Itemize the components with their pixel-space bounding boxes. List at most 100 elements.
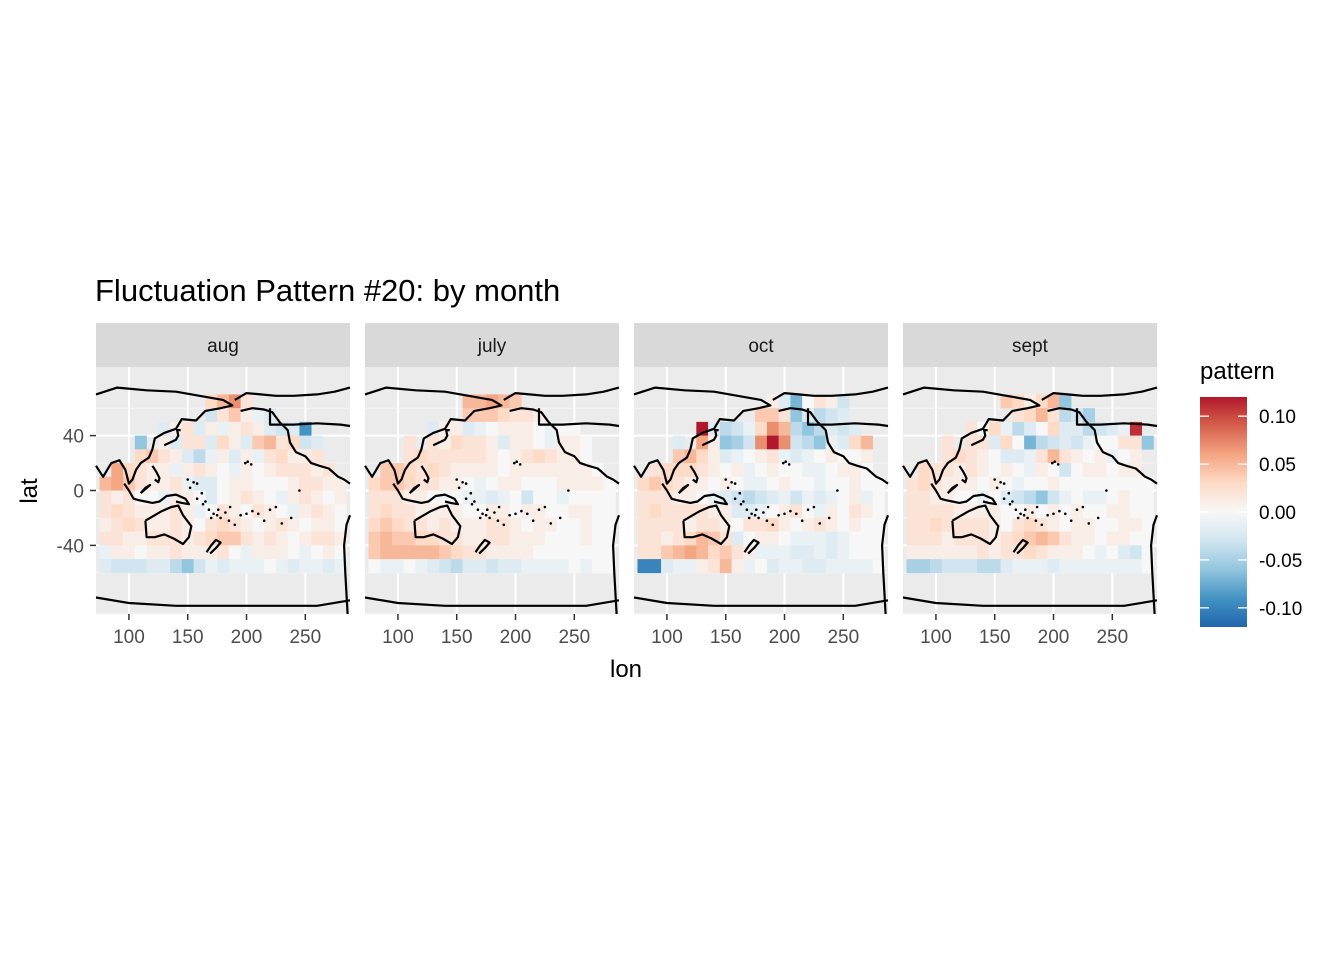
heatmap-cell bbox=[368, 545, 381, 560]
heatmap-cell bbox=[731, 517, 744, 532]
heatmap-cell bbox=[672, 435, 685, 450]
heatmap-cell bbox=[427, 545, 440, 560]
heatmap-cell bbox=[568, 531, 581, 546]
heatmap-cell bbox=[731, 490, 744, 505]
heatmap-cell bbox=[1082, 408, 1095, 423]
island-dot bbox=[207, 508, 211, 512]
heatmap-cell bbox=[509, 449, 522, 464]
island-dot bbox=[461, 481, 464, 484]
coastline bbox=[1041, 386, 1158, 401]
heatmap-cell bbox=[299, 421, 312, 436]
heatmap-cell bbox=[1047, 517, 1060, 532]
heatmap-cell bbox=[275, 435, 288, 450]
island-dot bbox=[1016, 516, 1020, 520]
heatmap-cell bbox=[941, 531, 954, 546]
heatmap-cell bbox=[462, 504, 475, 519]
heatmap-cell bbox=[637, 545, 650, 560]
heatmap-cell bbox=[1059, 408, 1072, 423]
heatmap-cell bbox=[918, 490, 931, 505]
heatmap-cell bbox=[755, 463, 768, 478]
island-dot bbox=[246, 460, 249, 464]
coastline bbox=[1012, 538, 1029, 555]
heatmap-cell bbox=[217, 421, 230, 436]
heatmap-cell bbox=[790, 504, 803, 519]
heatmap-cell bbox=[287, 435, 300, 450]
heatmap-cell bbox=[509, 394, 522, 409]
heatmap-cell bbox=[450, 435, 463, 450]
island-dot bbox=[827, 516, 831, 520]
heatmap-cell bbox=[193, 545, 206, 560]
heatmap-cell bbox=[708, 545, 721, 560]
heatmap-cell bbox=[240, 545, 253, 560]
island-dot bbox=[806, 508, 810, 512]
island-dot bbox=[993, 478, 996, 481]
heatmap-cell bbox=[368, 517, 381, 532]
heatmap-cell bbox=[860, 559, 874, 574]
heatmap-cell bbox=[708, 559, 721, 574]
heatmap-cell bbox=[684, 490, 697, 505]
heatmap-cell bbox=[953, 449, 966, 464]
heatmap-cell bbox=[837, 463, 850, 478]
facet-panel-sept: sept 100 150 200 250 bbox=[902, 323, 1159, 648]
heatmap-cell bbox=[509, 531, 522, 546]
heatmap-cell bbox=[544, 517, 557, 532]
island-dot bbox=[1046, 513, 1049, 517]
heatmap-cell bbox=[439, 435, 452, 450]
heatmap-cell bbox=[533, 435, 546, 450]
heatmap-cell bbox=[719, 449, 732, 464]
heatmap-cell bbox=[228, 490, 241, 505]
heatmap-cell bbox=[1024, 435, 1037, 450]
heatmap-cell bbox=[474, 463, 487, 478]
heatmap-cell bbox=[228, 408, 241, 423]
heatmap-cell bbox=[802, 476, 815, 491]
heatmap-cell bbox=[334, 504, 347, 519]
heatmap-cell bbox=[403, 531, 416, 546]
heatmap-cell bbox=[474, 408, 487, 423]
heatmap-cell bbox=[264, 449, 277, 464]
heatmap-cell bbox=[731, 504, 744, 519]
heatmap-cell bbox=[708, 476, 721, 491]
heatmap-cell bbox=[287, 559, 300, 574]
heatmap-cell bbox=[415, 463, 428, 478]
facet-strip-label: aug bbox=[207, 336, 239, 357]
heatmap-cell bbox=[860, 449, 874, 464]
island-dot bbox=[1014, 508, 1018, 512]
heatmap-cell bbox=[906, 504, 919, 519]
heatmap-cell bbox=[1047, 449, 1060, 464]
heatmap-cell bbox=[240, 504, 253, 519]
heatmap-cell bbox=[311, 517, 324, 532]
island-dot bbox=[526, 512, 529, 516]
heatmap-cell bbox=[965, 463, 978, 478]
island-dot bbox=[567, 489, 570, 492]
heatmap-cell bbox=[1059, 394, 1072, 409]
heatmap-cell bbox=[696, 517, 709, 532]
heatmap-cell bbox=[415, 490, 428, 505]
heatmap-cell bbox=[1118, 531, 1131, 546]
heatmap-cell bbox=[217, 517, 230, 532]
heatmap-cell bbox=[1024, 504, 1037, 519]
heatmap-cell bbox=[311, 449, 324, 464]
island-dot bbox=[268, 508, 272, 512]
heatmap-cell bbox=[813, 394, 826, 409]
heatmap-cell bbox=[193, 559, 206, 574]
heatmap-cell bbox=[790, 394, 803, 409]
heatmap-cell bbox=[415, 559, 428, 574]
heatmap-cell bbox=[544, 490, 557, 505]
coastline bbox=[240, 407, 351, 485]
heatmap-cell bbox=[649, 559, 662, 574]
heatmap-cell bbox=[509, 435, 522, 450]
coastline bbox=[413, 504, 462, 546]
heatmap-cell bbox=[193, 531, 206, 546]
heatmap-cell bbox=[205, 476, 218, 491]
heatmap-cell bbox=[672, 476, 685, 491]
heatmap-cell bbox=[837, 394, 850, 409]
heatmap-cell bbox=[311, 559, 324, 574]
heatmap-cell bbox=[1035, 476, 1048, 491]
heatmap-cell bbox=[1082, 449, 1095, 464]
heatmap-cell bbox=[1082, 504, 1095, 519]
heatmap-cell bbox=[509, 490, 522, 505]
heatmap-cell bbox=[311, 504, 324, 519]
heatmap-cell bbox=[860, 517, 874, 532]
heatmap-cell bbox=[755, 504, 768, 519]
heatmap-cell bbox=[977, 517, 990, 532]
